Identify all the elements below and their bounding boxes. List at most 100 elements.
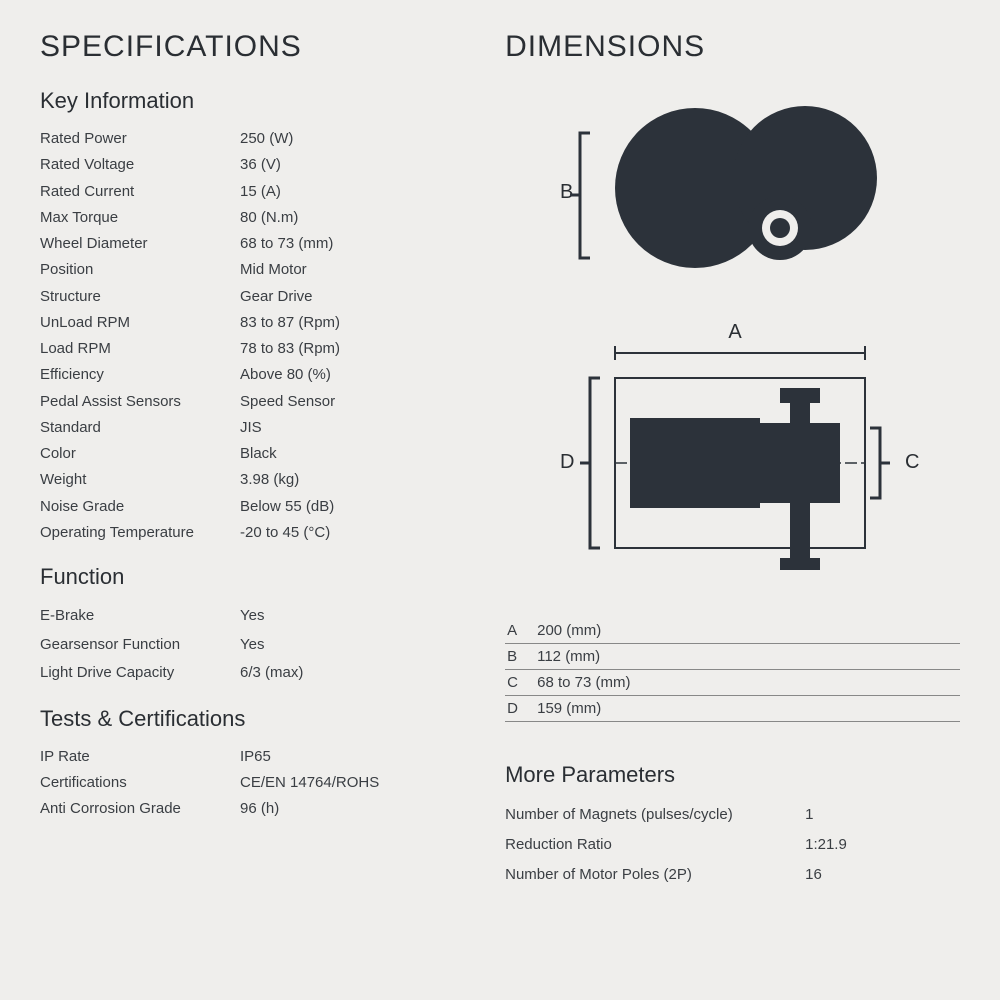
spec-label: Load RPM [40, 336, 240, 362]
spec-label: Gearsensor Function [40, 631, 240, 660]
spec-label: Operating Temperature [40, 520, 240, 546]
spec-value: 83 to 87 (Rpm) [240, 310, 475, 336]
spec-label: Color [40, 441, 240, 467]
more-parameters-list: Number of Magnets (pulses/cycle)1Reducti… [505, 800, 960, 890]
dimension-key: B [507, 648, 537, 665]
spec-value: CE/EN 14764/ROHS [240, 770, 475, 796]
spec-row: Gearsensor FunctionYes [40, 631, 475, 660]
spec-row: Wheel Diameter68 to 73 (mm) [40, 231, 475, 257]
spec-row: EfficiencyAbove 80 (%) [40, 362, 475, 388]
spec-label: Rated Voltage [40, 152, 240, 178]
dimension-value: 159 (mm) [537, 700, 601, 717]
spec-value: 68 to 73 (mm) [240, 231, 475, 257]
spec-row: PositionMid Motor [40, 257, 475, 283]
spec-value: 36 (V) [240, 152, 475, 178]
spec-row: Weight3.98 (kg) [40, 467, 475, 493]
dimension-key: A [507, 622, 537, 639]
spec-value: JIS [240, 415, 475, 441]
specifications-title: SPECIFICATIONS [40, 30, 475, 64]
spec-label: Noise Grade [40, 494, 240, 520]
spec-label: IP Rate [40, 744, 240, 770]
spec-row: Pedal Assist SensorsSpeed Sensor [40, 389, 475, 415]
spec-row: E-BrakeYes [40, 602, 475, 631]
spec-row: StructureGear Drive [40, 284, 475, 310]
spec-label: Structure [40, 284, 240, 310]
spec-value: Yes [240, 631, 264, 660]
function-list: E-BrakeYesGearsensor FunctionYesLight Dr… [40, 602, 475, 688]
spec-value: 78 to 83 (Rpm) [240, 336, 475, 362]
spec-value: 96 (h) [240, 796, 475, 822]
spec-label: Weight [40, 467, 240, 493]
spec-row: Light Drive Capacity6/3 (max) [40, 659, 475, 688]
more-row: Number of Magnets (pulses/cycle)1 [505, 800, 960, 830]
spec-value: Gear Drive [240, 284, 475, 310]
more-label: Number of Motor Poles (2P) [505, 860, 805, 890]
more-value: 1 [805, 800, 813, 830]
spec-value: 250 (W) [240, 126, 475, 152]
spec-label: Efficiency [40, 362, 240, 388]
spec-label: Wheel Diameter [40, 231, 240, 257]
spec-row: Load RPM78 to 83 (Rpm) [40, 336, 475, 362]
tests-heading: Tests & Certifications [40, 706, 475, 732]
more-value: 1:21.9 [805, 830, 847, 860]
spec-row: Rated Voltage36 (V) [40, 152, 475, 178]
label-b: B [560, 181, 573, 203]
more-value: 16 [805, 860, 822, 890]
spec-value: Below 55 (dB) [240, 494, 475, 520]
dimensions-diagram: B A [505, 88, 960, 593]
dimension-value: 68 to 73 (mm) [537, 674, 630, 691]
dimension-row: C68 to 73 (mm) [505, 670, 960, 696]
dimension-key: C [507, 674, 537, 691]
dimensions-title: DIMENSIONS [505, 30, 960, 64]
spec-label: Position [40, 257, 240, 283]
spec-label: Light Drive Capacity [40, 659, 240, 688]
spec-value: 80 (N.m) [240, 205, 475, 231]
spec-label: E-Brake [40, 602, 240, 631]
key-info-list: Rated Power250 (W)Rated Voltage36 (V)Rat… [40, 126, 475, 546]
spec-row: Rated Current15 (A) [40, 179, 475, 205]
dimension-value: 200 (mm) [537, 622, 601, 639]
spec-label: Rated Current [40, 179, 240, 205]
function-heading: Function [40, 564, 475, 590]
spec-row: Operating Temperature-20 to 45 (°C) [40, 520, 475, 546]
spec-label: Certifications [40, 770, 240, 796]
spec-label: Rated Power [40, 126, 240, 152]
label-d: D [560, 451, 574, 473]
dimension-row: B112 (mm) [505, 644, 960, 670]
more-row: Number of Motor Poles (2P)16 [505, 860, 960, 890]
spec-row: Max Torque80 (N.m) [40, 205, 475, 231]
dimension-value: 112 (mm) [537, 648, 600, 665]
spec-label: Anti Corrosion Grade [40, 796, 240, 822]
spec-row: ColorBlack [40, 441, 475, 467]
spec-value: 6/3 (max) [240, 659, 303, 688]
key-information-heading: Key Information [40, 88, 475, 114]
spec-row: Noise GradeBelow 55 (dB) [40, 494, 475, 520]
tests-list: IP RateIP65CertificationsCE/EN 14764/ROH… [40, 744, 475, 823]
dimension-key: D [507, 700, 537, 717]
spec-row: Anti Corrosion Grade96 (h) [40, 796, 475, 822]
spec-value: 15 (A) [240, 179, 475, 205]
more-parameters-heading: More Parameters [505, 762, 960, 788]
label-c: C [905, 451, 919, 473]
spec-value: Above 80 (%) [240, 362, 475, 388]
spec-row: CertificationsCE/EN 14764/ROHS [40, 770, 475, 796]
dimension-row: D159 (mm) [505, 696, 960, 722]
spec-label: Pedal Assist Sensors [40, 389, 240, 415]
more-label: Number of Magnets (pulses/cycle) [505, 800, 805, 830]
spec-value: IP65 [240, 744, 475, 770]
dimension-row: A200 (mm) [505, 618, 960, 644]
spec-value: 3.98 (kg) [240, 467, 475, 493]
spec-label: Max Torque [40, 205, 240, 231]
spec-value: Mid Motor [240, 257, 475, 283]
spec-row: Rated Power250 (W) [40, 126, 475, 152]
more-row: Reduction Ratio1:21.9 [505, 830, 960, 860]
spec-value: -20 to 45 (°C) [240, 520, 475, 546]
more-label: Reduction Ratio [505, 830, 805, 860]
spec-row: UnLoad RPM83 to 87 (Rpm) [40, 310, 475, 336]
spec-label: UnLoad RPM [40, 310, 240, 336]
spec-label: Standard [40, 415, 240, 441]
spec-value: Black [240, 441, 475, 467]
label-a: A [728, 321, 742, 343]
spec-value: Yes [240, 602, 264, 631]
spec-value: Speed Sensor [240, 389, 475, 415]
